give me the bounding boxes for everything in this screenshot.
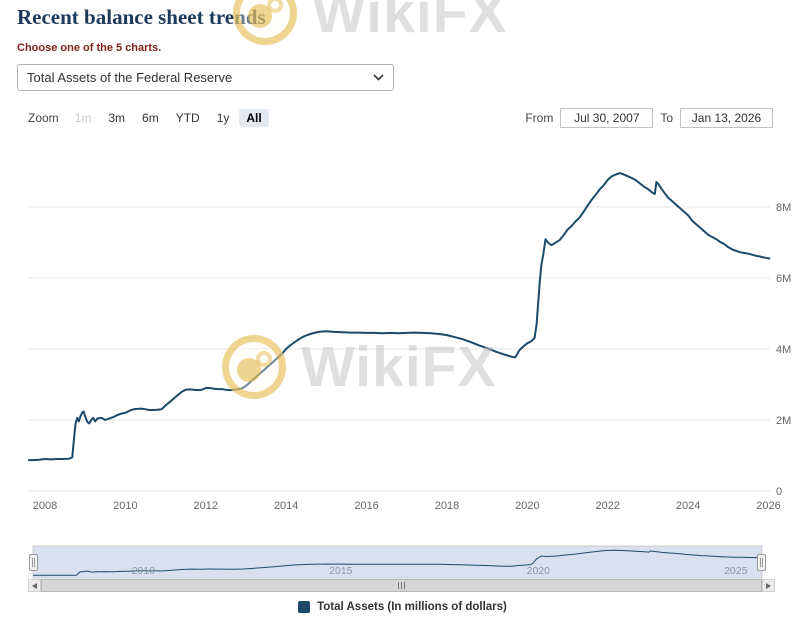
arrow-left-icon — [32, 582, 37, 589]
series-line[interactable] — [28, 172, 771, 462]
legend-item-total-assets[interactable]: Total Assets (In millions of dollars) — [0, 601, 805, 613]
navigator-axis-label: 2025 — [724, 565, 748, 577]
chart-chooser-hint: Choose one of the 5 charts. — [17, 42, 162, 54]
x-axis-label: 2026 — [756, 500, 780, 512]
x-axis-label: 2014 — [274, 500, 298, 512]
chevron-down-icon — [373, 74, 384, 81]
navigator-axis-label: 2020 — [527, 565, 551, 577]
arrow-right-icon — [766, 582, 771, 589]
range-date-inputs: From Jul 30, 2007 To Jan 13, 2026 — [525, 108, 773, 128]
x-axis-label: 2016 — [354, 500, 378, 512]
legend-swatch — [298, 601, 311, 613]
x-axis-label: 2018 — [435, 500, 459, 512]
x-axis-label: 2010 — [113, 500, 137, 512]
x-axis-label: 2022 — [596, 500, 620, 512]
from-label: From — [525, 111, 554, 125]
zoom-button-3m[interactable]: 3m — [108, 111, 126, 125]
y-axis-label: 4M — [776, 344, 791, 356]
zoom-button-6m[interactable]: 6m — [142, 111, 159, 125]
chart-select[interactable]: Total Assets of the Federal Reserve — [17, 64, 394, 91]
navigator-axis-label: 2010 — [132, 565, 156, 577]
from-date-input[interactable]: Jul 30, 2007 — [560, 108, 654, 128]
navigator-right-handle[interactable] — [757, 554, 766, 571]
scrollbar-right-arrow-button[interactable] — [762, 579, 775, 592]
legend-label: Total Assets (In millions of dollars) — [317, 601, 507, 613]
range-selector-toolbar: Zoom 1m 3m 6m YTD 1y All From Jul 30, 2007 To… — [28, 107, 773, 129]
navigator-scrollbar — [28, 579, 775, 592]
x-axis-label: 2020 — [515, 500, 539, 512]
page-title: Recent balance sheet trends — [17, 5, 266, 29]
y-axis-label: 2M — [776, 415, 791, 427]
y-axis-label: 6M — [776, 273, 791, 285]
zoom-button-ytd[interactable]: YTD — [175, 111, 200, 125]
x-axis-label: 2012 — [194, 500, 218, 512]
range-zoom-buttons: 1m 3m 6m YTD 1y All — [68, 109, 272, 127]
zoom-button-all[interactable]: All — [239, 109, 269, 127]
scrollbar-thumb[interactable] — [41, 579, 762, 592]
y-axis-label: 0 — [776, 486, 782, 498]
x-axis-label: 2008 — [33, 500, 57, 512]
y-axis-label: 8M — [776, 202, 791, 214]
chart-select-value: Total Assets of the Federal Reserve — [27, 70, 233, 85]
zoom-label: Zoom — [28, 111, 59, 125]
navigator-left-handle[interactable] — [29, 554, 38, 571]
zoom-button-1m: 1m — [74, 111, 92, 125]
navigator-series-line — [33, 549, 763, 576]
x-axis-label: 2024 — [676, 500, 700, 512]
scrollbar-left-arrow-button[interactable] — [28, 579, 41, 592]
navigator-axis-label: 2015 — [329, 565, 353, 577]
to-date-input[interactable]: Jan 13, 2026 — [680, 108, 773, 128]
to-label: To — [660, 111, 673, 125]
zoom-button-1y[interactable]: 1y — [216, 111, 230, 125]
